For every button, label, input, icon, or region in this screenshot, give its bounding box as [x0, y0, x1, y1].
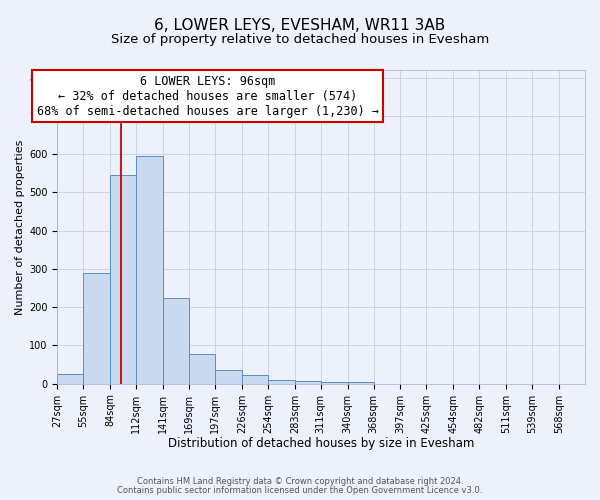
Bar: [189, 354, 215, 384]
Bar: [83, 273, 110, 384]
Text: 6, LOWER LEYS, EVESHAM, WR11 3AB: 6, LOWER LEYS, EVESHAM, WR11 3AB: [154, 18, 446, 32]
Bar: [58, 374, 83, 384]
Bar: [110, 175, 136, 384]
X-axis label: Distribution of detached houses by size in Evesham: Distribution of detached houses by size …: [168, 437, 475, 450]
Bar: [268, 380, 295, 384]
Text: Contains public sector information licensed under the Open Government Licence v3: Contains public sector information licen…: [118, 486, 482, 495]
Text: Size of property relative to detached houses in Evesham: Size of property relative to detached ho…: [111, 32, 489, 46]
Text: Contains HM Land Registry data © Crown copyright and database right 2024.: Contains HM Land Registry data © Crown c…: [137, 477, 463, 486]
Bar: [347, 382, 374, 384]
Bar: [321, 382, 347, 384]
Bar: [295, 380, 321, 384]
Y-axis label: Number of detached properties: Number of detached properties: [15, 139, 25, 314]
Bar: [215, 370, 242, 384]
Bar: [242, 376, 268, 384]
Text: 6 LOWER LEYS: 96sqm
← 32% of detached houses are smaller (574)
68% of semi-detac: 6 LOWER LEYS: 96sqm ← 32% of detached ho…: [37, 74, 379, 118]
Bar: [136, 156, 163, 384]
Bar: [163, 298, 189, 384]
